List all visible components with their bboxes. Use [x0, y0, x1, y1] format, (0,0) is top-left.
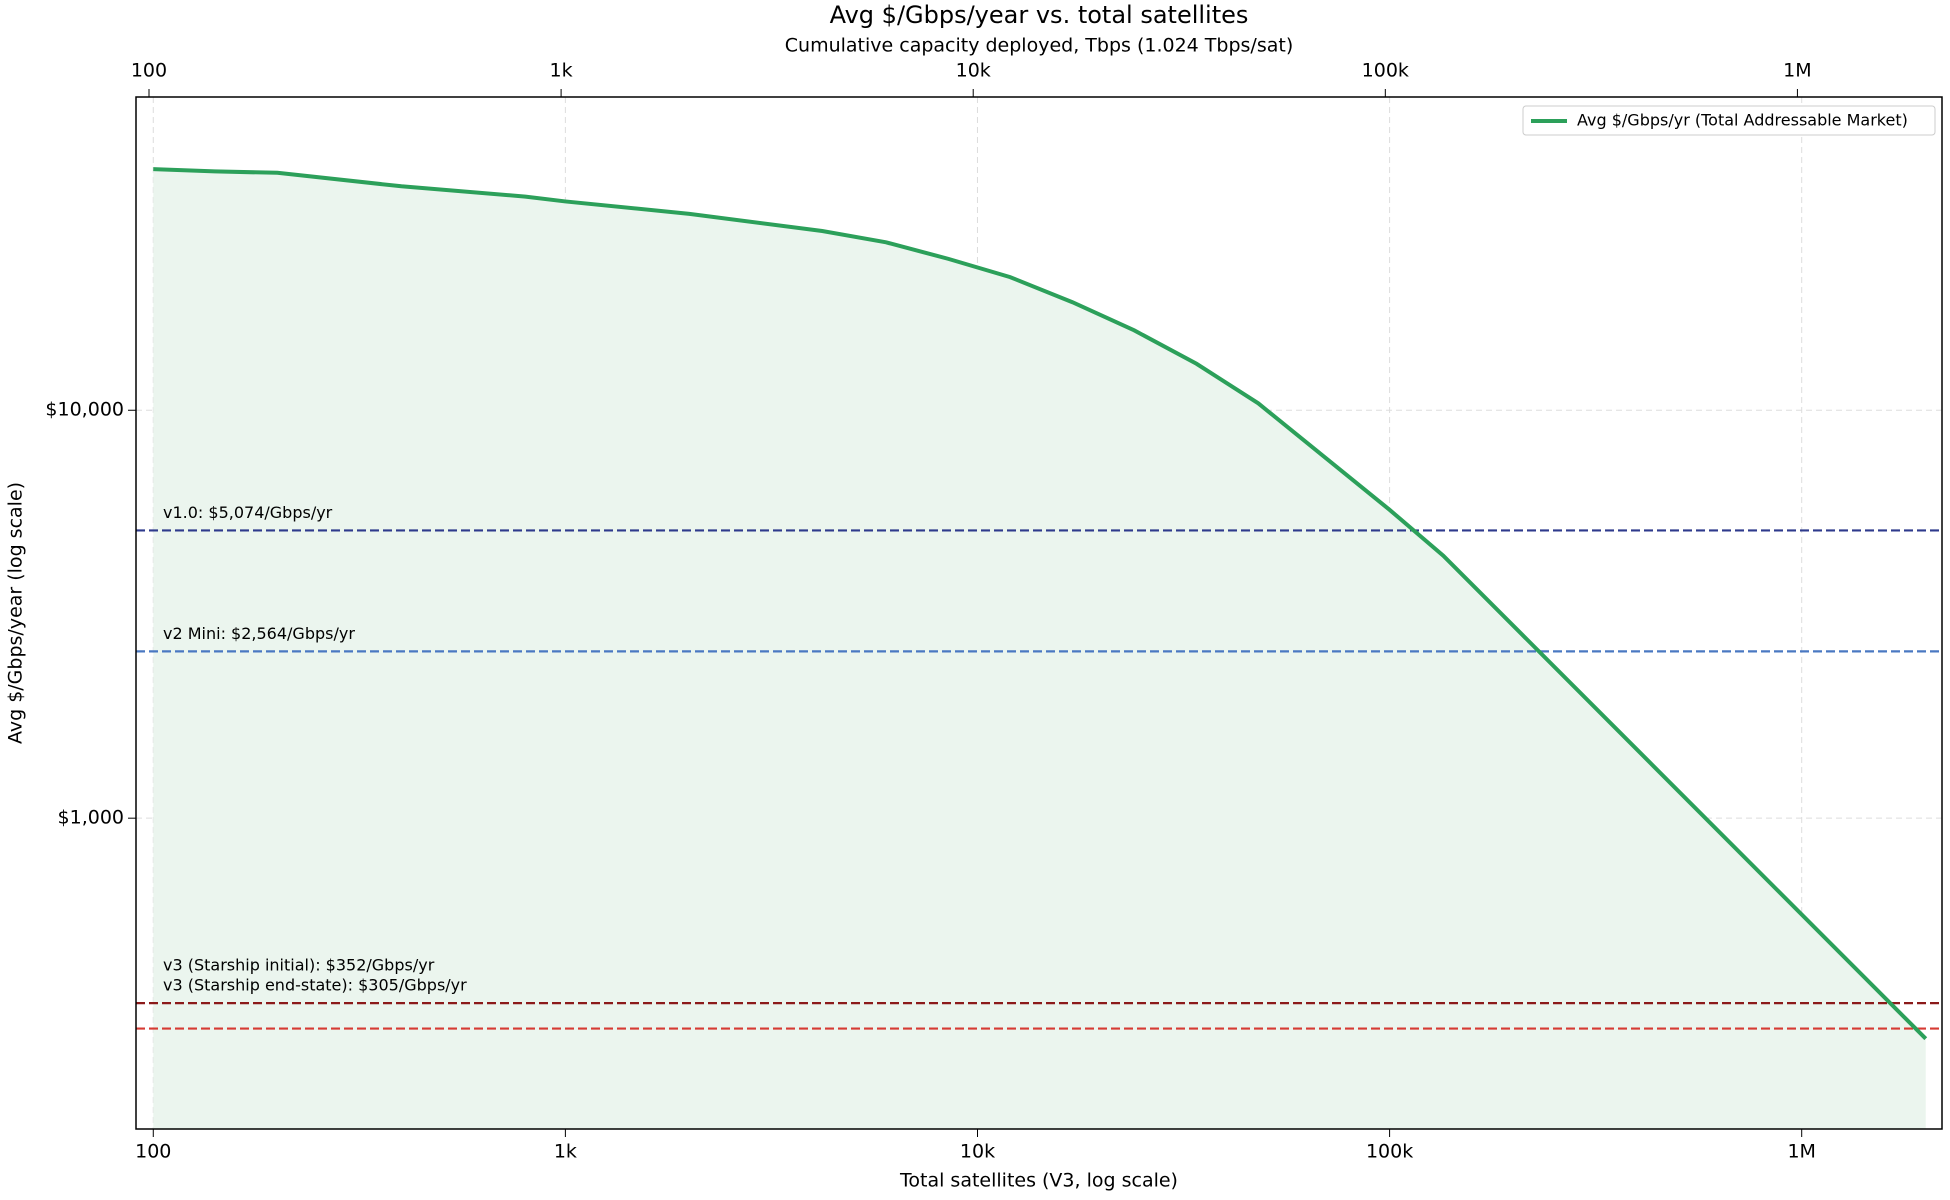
reference-label: v3 (Starship initial): $352/Gbps/yr	[163, 956, 435, 975]
legend-label: Avg $/Gbps/yr (Total Addressable Market)	[1577, 111, 1908, 130]
chart-title: Avg $/Gbps/year vs. total satellites	[830, 1, 1249, 29]
x-tick-label: 1M	[1787, 1141, 1815, 1163]
top-x-tick-label: 100	[131, 60, 167, 82]
x-axis-title: Total satellites (V3, log scale)	[899, 1170, 1178, 1192]
line	[153, 167, 1928, 1041]
top-x-tick-label: 1k	[550, 60, 573, 82]
legend-box	[1522, 105, 1936, 136]
reference-label: v2 Mini: $2,564/Gbps/yr	[163, 624, 355, 643]
x-tick-label: 100k	[1366, 1141, 1413, 1163]
x-tick-label: 1k	[554, 1141, 577, 1163]
x-tick-label: 10k	[960, 1141, 995, 1163]
y-axis-title: Avg $/Gbps/year (log scale)	[5, 482, 27, 744]
area-fill	[153, 169, 1926, 1130]
top-x-tick-label: 100k	[1362, 60, 1409, 82]
top-x-tick-label: 1M	[1783, 60, 1811, 82]
reference-label: v3 (Starship end-state): $305/Gbps/yr	[163, 976, 467, 995]
y-tick-label: $10,000	[45, 399, 124, 421]
top-x-tick-label: 10k	[956, 60, 991, 82]
plot-frame	[135, 96, 1943, 1130]
y-tick-label: $1,000	[58, 807, 124, 829]
reference-label: v1.0: $5,074/Gbps/yr	[163, 503, 333, 522]
x-tick-label: 100	[135, 1141, 171, 1163]
top-axis-title: Cumulative capacity deployed, Tbps (1.02…	[785, 35, 1293, 57]
